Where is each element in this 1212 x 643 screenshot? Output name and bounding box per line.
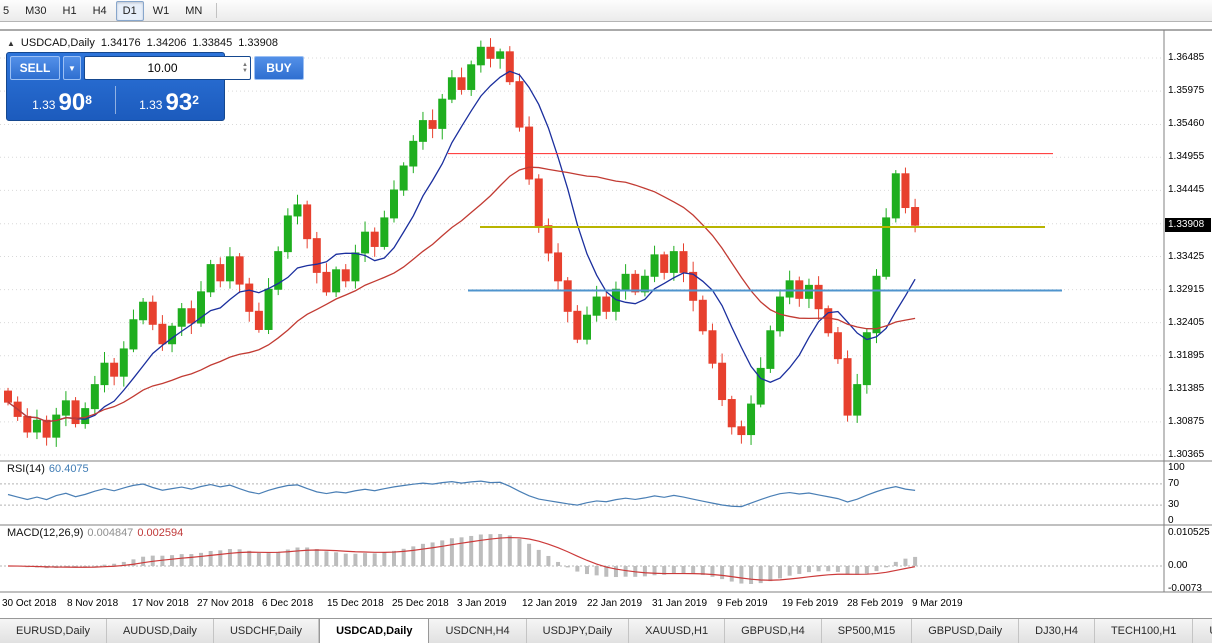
chart-tab-usdjpy-daily[interactable]: USDJPY,Daily xyxy=(526,619,630,643)
date-label: 27 Nov 2018 xyxy=(197,598,254,609)
buy-button[interactable]: BUY xyxy=(253,56,304,80)
current-price-badge: 1.33908 xyxy=(1165,218,1211,233)
date-label: 25 Dec 2018 xyxy=(392,598,449,609)
macd-scale-label: 0.010525 xyxy=(1168,527,1210,538)
date-label: 28 Feb 2019 xyxy=(847,598,904,609)
date-label: 30 Oct 2018 xyxy=(2,598,57,609)
price-scale-label: 1.34955 xyxy=(1168,151,1205,163)
volume-dropdown-icon[interactable]: ▼ xyxy=(63,56,81,80)
ohlc-open: 1.34176 xyxy=(100,37,141,49)
chart-tabs: EURUSD,Daily AUDUSD,Daily USDCHF,Daily USDC… xyxy=(0,618,1212,643)
price-scale-label: 1.30875 xyxy=(1168,415,1205,427)
price-scale-label: 1.31385 xyxy=(1168,382,1205,394)
macd-main-value: 0.004847 xyxy=(87,527,134,539)
date-label: 15 Dec 2018 xyxy=(327,598,384,609)
date-label: 6 Dec 2018 xyxy=(262,598,314,609)
date-label: 3 Jan 2019 xyxy=(457,598,507,609)
volume-field: ▲ ▼ xyxy=(84,56,251,80)
chart-region: ▲ USDCAD,Daily 1.34176 1.34206 1.33845 1… xyxy=(0,22,1212,618)
macd-name: MACD(12,26,9) xyxy=(7,527,84,539)
rsi-scale-label: 0 xyxy=(1168,515,1174,526)
volume-stepper[interactable]: ▲ ▼ xyxy=(240,62,250,74)
sell-price-sup: 8 xyxy=(85,93,92,107)
price-scale-label: 1.35460 xyxy=(1168,118,1205,130)
toolbar-separator xyxy=(216,3,218,18)
date-label: 19 Feb 2019 xyxy=(782,598,839,609)
one-click-trade-panel: SELL ▼ ▲ ▼ BUY 1.33 90 8 xyxy=(6,52,304,121)
chart-tab-dj30-h4[interactable]: DJ30,H4 xyxy=(1019,619,1095,643)
macd-scale-label: -0.0073 xyxy=(1168,583,1202,594)
timeframe-button-h4[interactable]: H4 xyxy=(92,4,107,17)
buy-price[interactable]: 1.33 93 2 xyxy=(117,83,221,117)
chart-tab-gbpusd-h4[interactable]: GBPUSD,H4 xyxy=(725,619,822,643)
rsi-scale-label: 30 xyxy=(1168,499,1180,511)
timeframe-button-w1[interactable]: W1 xyxy=(152,4,170,17)
date-label: 12 Jan 2019 xyxy=(522,598,578,609)
timeframe-button-m30[interactable]: M30 xyxy=(25,4,47,17)
price-scale-label: 1.35975 xyxy=(1168,85,1205,97)
timeframe-button-5[interactable]: 5 xyxy=(3,4,10,17)
date-label: 22 Jan 2019 xyxy=(587,598,643,609)
ohlc-high: 1.34206 xyxy=(146,37,187,49)
price-scale-label: 1.32915 xyxy=(1168,283,1205,295)
timeframe-button-mn[interactable]: MN xyxy=(185,4,203,17)
chart-tab-audusd-daily[interactable]: AUDUSD,Daily xyxy=(106,619,214,643)
chart-tab-gbpusd-daily[interactable]: GBPUSD,Daily xyxy=(912,619,1020,643)
sell-button[interactable]: SELL xyxy=(10,56,60,80)
chart-title: USDCAD,Daily xyxy=(20,37,95,49)
rsi-name: RSI(14) xyxy=(7,463,45,475)
ohlc-low: 1.33845 xyxy=(192,37,233,49)
timeframe-button-h1[interactable]: H1 xyxy=(62,4,77,17)
chart-canvas[interactable] xyxy=(0,22,1212,618)
rsi-label: RSI(14) 60.4075 xyxy=(7,463,89,475)
date-label: 9 Feb 2019 xyxy=(717,598,768,609)
trade-panel-collapse-icon[interactable]: ▲ xyxy=(7,38,15,48)
trade-panel-divider xyxy=(115,86,116,114)
chart-tab-usdcad-daily[interactable]: USDCAD,Daily xyxy=(319,619,430,643)
stepper-up-icon[interactable]: ▲ xyxy=(242,62,248,68)
chart-tab-usdchf-daily[interactable]: USDCHF,Daily xyxy=(213,619,320,643)
timeframe-toolbar: 5 M30 H1 H4 D1 W1 MN xyxy=(0,0,1212,22)
macd-scale-label: 0.00 xyxy=(1168,560,1188,571)
buy-price-big: 93 xyxy=(165,89,193,116)
chart-tab-usdcnh-h4[interactable]: USDCNH,H4 xyxy=(429,619,527,643)
date-label: 17 Nov 2018 xyxy=(132,598,189,609)
chart-tab-tech100-h1[interactable]: TECH100,H1 xyxy=(1094,619,1194,643)
volume-input[interactable] xyxy=(85,61,240,75)
sell-price[interactable]: 1.33 90 8 xyxy=(10,83,114,117)
chart-tab-xauusd-h1[interactable]: XAUUSD,H1 xyxy=(629,619,726,643)
macd-signal-value: 0.002594 xyxy=(137,527,184,539)
price-scale-label: 1.31895 xyxy=(1168,349,1205,361)
macd-label: MACD(12,26,9) 0.004847 0.002594 xyxy=(7,527,183,539)
date-label: 8 Nov 2018 xyxy=(67,598,119,609)
price-scale-label: 1.34445 xyxy=(1168,184,1205,196)
stepper-down-icon[interactable]: ▼ xyxy=(242,68,248,74)
timeframe-button-d1[interactable]: D1 xyxy=(115,0,144,21)
ohlc-close: 1.33908 xyxy=(238,37,278,49)
buy-price-small: 1.33 xyxy=(139,98,163,112)
price-scale-label: 1.36485 xyxy=(1168,52,1205,63)
sell-price-small: 1.33 xyxy=(32,98,56,112)
sell-price-big: 90 xyxy=(58,89,86,116)
rsi-value: 60.4075 xyxy=(48,463,89,475)
price-scale-label: 1.33425 xyxy=(1168,250,1205,262)
price-scale-label: 1.32405 xyxy=(1168,316,1205,328)
chart-tab-ukc[interactable]: UKC xyxy=(1193,619,1212,643)
chart-tab-sp500-m15[interactable]: SP500,M15 xyxy=(821,619,913,643)
date-label: 31 Jan 2019 xyxy=(652,598,708,609)
rsi-scale-label: 100 xyxy=(1168,462,1185,473)
rsi-scale-label: 70 xyxy=(1168,477,1180,489)
buy-price-sup: 2 xyxy=(192,93,199,107)
chart-header: ▲ USDCAD,Daily 1.34176 1.34206 1.33845 1… xyxy=(7,37,278,49)
price-scale-label: 1.30365 xyxy=(1168,449,1205,460)
date-label: 9 Mar 2019 xyxy=(912,598,963,609)
chart-tab-eurusd-daily[interactable]: EURUSD,Daily xyxy=(0,619,107,643)
